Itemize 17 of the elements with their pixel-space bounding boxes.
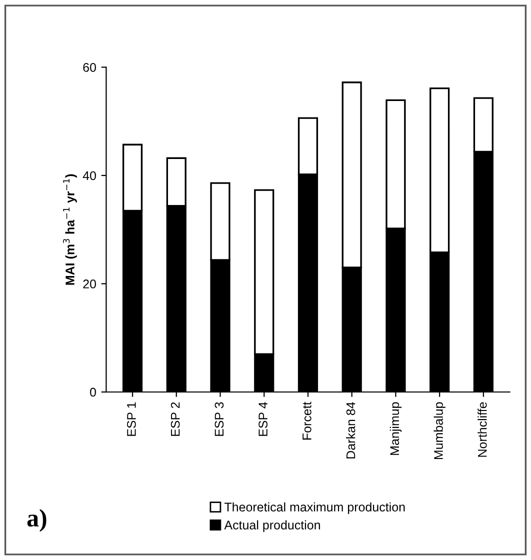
y-tick-label: 20 bbox=[83, 280, 96, 288]
legend-label: Theoretical maximum production bbox=[224, 502, 405, 514]
y-tick-label: 40 bbox=[82, 171, 96, 180]
text: a) bbox=[27, 509, 46, 532]
x-tick-label: Darkan 84 bbox=[346, 402, 356, 458]
x-tick-label: ESP 1 bbox=[127, 402, 136, 436]
x-tick-label: ESP 2 bbox=[170, 402, 180, 436]
x-tick-label: Northcliffe bbox=[478, 402, 487, 457]
x-tick-label: Manjimup bbox=[390, 402, 402, 455]
y-axis-title: MAI (m$^{3}$ ha$^{−1}$ yr$^{−1}$) bbox=[63, 174, 77, 285]
x-tick-label: Mumbalup bbox=[434, 402, 446, 460]
x-tick-label: Forcett bbox=[302, 402, 312, 440]
y-tick-label: 0 bbox=[90, 388, 96, 397]
y-tick-label: 60 bbox=[83, 63, 96, 72]
x-tick-label: ESP 4 bbox=[258, 402, 268, 436]
x-tick-label: ESP 3 bbox=[214, 402, 224, 436]
legend-label: Actual production bbox=[224, 520, 320, 532]
